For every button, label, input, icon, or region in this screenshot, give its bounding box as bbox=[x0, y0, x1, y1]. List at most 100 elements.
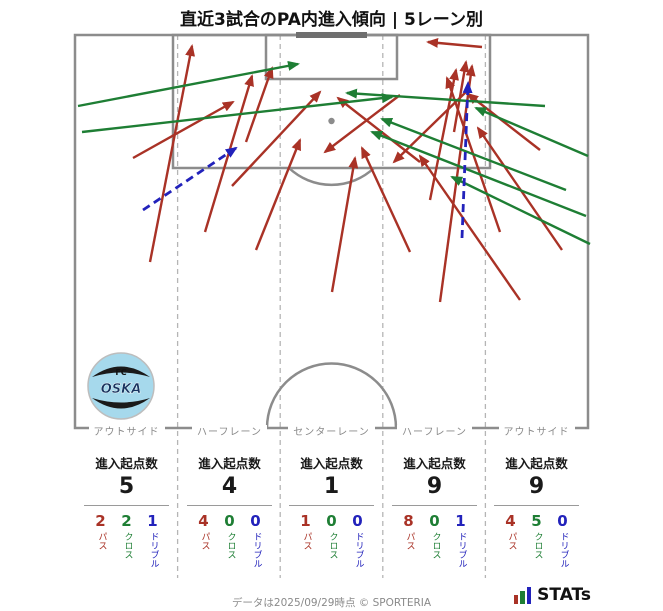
pass-label: パス bbox=[301, 532, 312, 550]
lane-column-outside-left: アウトサイド 進入起点数 5 2 パス 2 クロス 1 ドリブル bbox=[75, 420, 178, 568]
cross-count: 2 bbox=[121, 512, 132, 530]
pass-arrow bbox=[244, 66, 274, 143]
logo-wing-bottom bbox=[92, 398, 150, 409]
cross-arrow bbox=[81, 93, 394, 134]
cross-arrow bbox=[380, 117, 567, 192]
entry-origin-total: 1 bbox=[323, 474, 340, 499]
logo-wing-top bbox=[92, 366, 150, 377]
pass-label: パス bbox=[199, 532, 210, 550]
pass-label: パス bbox=[404, 532, 415, 550]
lane-column-center: センターレーン 進入起点数 1 1 パス 0 クロス 0 ドリブル bbox=[280, 420, 383, 568]
breakdown: 4 パス 0 クロス 0 ドリブル bbox=[178, 512, 281, 568]
lane-label: センターレーン bbox=[288, 425, 375, 440]
dribble-label: ドリブル bbox=[251, 532, 262, 568]
dribble-arrow bbox=[142, 146, 238, 212]
pass-count: 2 bbox=[95, 512, 106, 530]
arrows-layer bbox=[77, 37, 591, 303]
penalty-spot bbox=[328, 117, 335, 125]
pass-count: 8 bbox=[403, 512, 414, 530]
entry-origin-total: 4 bbox=[221, 474, 238, 499]
breakdown: 4 パス 5 クロス 0 ドリブル bbox=[485, 512, 588, 568]
lane-column-outside-right: アウトサイド 進入起点数 9 4 パス 5 クロス 0 ドリブル bbox=[485, 420, 588, 568]
pass-arrow bbox=[418, 154, 521, 301]
pass-arrow bbox=[132, 100, 235, 160]
pass-arrow bbox=[360, 146, 412, 253]
bar-chart-icon bbox=[513, 587, 532, 604]
dribble-label: ドリブル bbox=[353, 532, 364, 568]
cross-arrow bbox=[370, 130, 587, 218]
chart-title: 直近3試合のPA内進入傾向 | 5レーン別 bbox=[180, 10, 483, 30]
logo-oska-text: OSKA bbox=[101, 382, 142, 397]
dribble-count: 0 bbox=[557, 512, 568, 530]
entry-origin-total: 5 bbox=[118, 474, 135, 499]
entry-origin-count-label: 進入起点数 bbox=[300, 456, 363, 471]
cross-label: クロス bbox=[225, 532, 236, 559]
cross-count: 0 bbox=[326, 512, 337, 530]
column-divider bbox=[392, 505, 477, 506]
cross-count: 0 bbox=[224, 512, 235, 530]
dribble-arrow bbox=[460, 81, 473, 239]
pass-count: 4 bbox=[505, 512, 516, 530]
lane-label: アウトサイド bbox=[88, 425, 165, 440]
team-logo: FC OSKA bbox=[87, 352, 155, 420]
breakdown: 8 パス 0 クロス 1 ドリブル bbox=[383, 512, 486, 568]
pass-arrow bbox=[330, 156, 359, 293]
pitch-lines bbox=[73, 33, 590, 430]
entry-origin-count-label: 進入起点数 bbox=[198, 456, 261, 471]
entry-origin-count-label: 進入起点数 bbox=[403, 456, 466, 471]
cross-count: 5 bbox=[531, 512, 542, 530]
pass-count: 1 bbox=[300, 512, 311, 530]
dribble-count: 0 bbox=[250, 512, 261, 530]
entry-origin-total: 9 bbox=[426, 474, 443, 499]
pass-label: パス bbox=[506, 532, 517, 550]
cross-arrow bbox=[77, 60, 300, 108]
lane-label: アウトサイド bbox=[498, 425, 575, 440]
cross-arrow bbox=[345, 88, 546, 108]
logo-fc-text: FC bbox=[115, 368, 126, 377]
cross-label: クロス bbox=[532, 532, 543, 559]
column-divider bbox=[187, 505, 272, 506]
entry-origin-count-label: 進入起点数 bbox=[95, 456, 158, 471]
stats-logo-text: STATs bbox=[537, 585, 591, 605]
cross-count: 0 bbox=[429, 512, 440, 530]
entry-origin-total: 9 bbox=[528, 474, 545, 499]
pass-arrow bbox=[254, 138, 302, 251]
cross-arrow bbox=[450, 175, 591, 246]
column-divider bbox=[84, 505, 169, 506]
entry-origin-count-label: 進入起点数 bbox=[505, 456, 568, 471]
pass-arrow bbox=[203, 74, 254, 233]
column-divider bbox=[289, 505, 374, 506]
center-circle bbox=[265, 362, 398, 429]
cross-label: クロス bbox=[327, 532, 338, 559]
dribble-label: ドリブル bbox=[456, 532, 467, 568]
pass-arrow bbox=[148, 44, 195, 263]
column-divider bbox=[494, 505, 579, 506]
footer-note: データは2025/09/29時点 © SPORTERIA bbox=[231, 597, 432, 609]
stats-logo: STATs bbox=[513, 585, 591, 605]
lane-column-half-right: ハーフレーン 進入起点数 9 8 パス 0 クロス 1 ドリブル bbox=[383, 420, 486, 568]
goal-area bbox=[264, 33, 399, 81]
penalty-arc bbox=[288, 167, 375, 187]
pass-arrow bbox=[336, 96, 421, 163]
cross-label: クロス bbox=[430, 532, 441, 559]
pass-arrow bbox=[466, 92, 541, 151]
dribble-count: 1 bbox=[147, 512, 158, 530]
breakdown: 1 パス 0 クロス 0 ドリブル bbox=[280, 512, 383, 568]
cross-arrow bbox=[474, 106, 589, 158]
pass-arrow bbox=[323, 94, 401, 154]
dribble-label: ドリブル bbox=[148, 532, 159, 568]
dribble-label: ドリブル bbox=[558, 532, 569, 568]
lane-label: ハーフレーン bbox=[192, 425, 267, 440]
dribble-count: 0 bbox=[352, 512, 363, 530]
pass-label: パス bbox=[96, 532, 107, 550]
pass-arrow bbox=[426, 37, 483, 49]
lane-column-half-left: ハーフレーン 進入起点数 4 4 パス 0 クロス 0 ドリブル bbox=[178, 420, 281, 568]
pass-count: 4 bbox=[198, 512, 209, 530]
lane-label: ハーフレーン bbox=[397, 425, 472, 440]
dribble-count: 1 bbox=[455, 512, 466, 530]
cross-label: クロス bbox=[122, 532, 133, 559]
pitch-boundary bbox=[73, 33, 590, 430]
breakdown: 2 パス 2 クロス 1 ドリブル bbox=[75, 512, 178, 568]
